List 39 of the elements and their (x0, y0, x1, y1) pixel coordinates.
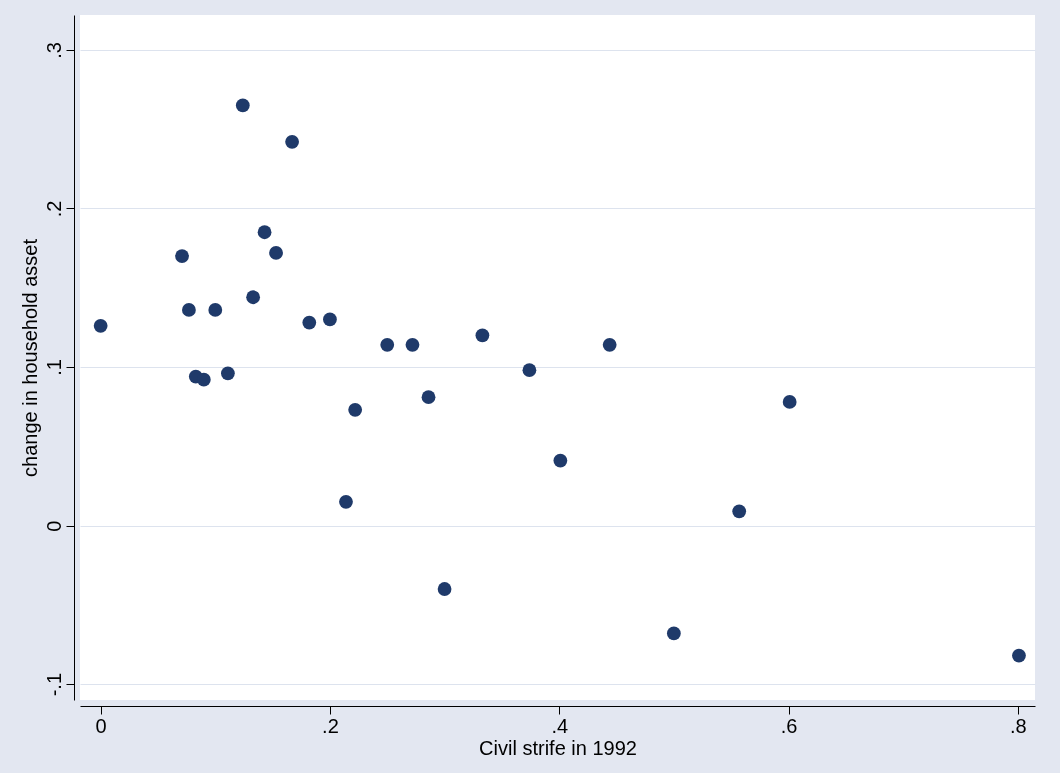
y-axis-title: change in household asset (18, 238, 41, 477)
y-tick-label: 0 (42, 520, 65, 532)
y-tick-label: -.1 (42, 672, 65, 697)
x-axis-title: Civil strife in 1992 (479, 736, 637, 759)
point (257, 225, 272, 240)
point (235, 98, 250, 113)
point (182, 303, 196, 317)
point (522, 363, 537, 378)
point (475, 328, 490, 343)
point (405, 337, 420, 352)
point (1012, 648, 1026, 663)
point (246, 290, 261, 305)
point (323, 312, 337, 327)
point (380, 337, 395, 352)
point (175, 249, 189, 263)
point (269, 245, 283, 260)
point (782, 395, 797, 409)
point (732, 504, 747, 519)
x-tick-label: .2 (322, 714, 339, 737)
point (666, 626, 681, 641)
point (93, 318, 108, 333)
point (196, 372, 211, 387)
point (302, 315, 317, 330)
x-tick-label: 0 (95, 714, 107, 737)
x-tick-label: .4 (551, 714, 569, 737)
point (437, 582, 452, 596)
point (339, 494, 353, 509)
point (208, 303, 223, 317)
point (348, 402, 363, 417)
point (553, 453, 568, 468)
y-tick-label: .2 (42, 200, 65, 218)
x-tick-label: .6 (780, 714, 798, 737)
point (602, 337, 617, 352)
y-tick-label: .3 (42, 42, 65, 59)
x-tick-label: .8 (1009, 714, 1027, 737)
y-tick-label: .1 (42, 359, 65, 376)
point (221, 366, 235, 381)
point (285, 134, 299, 149)
point (421, 390, 436, 405)
